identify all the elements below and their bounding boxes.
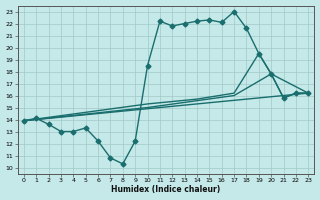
X-axis label: Humidex (Indice chaleur): Humidex (Indice chaleur) [111, 185, 221, 194]
